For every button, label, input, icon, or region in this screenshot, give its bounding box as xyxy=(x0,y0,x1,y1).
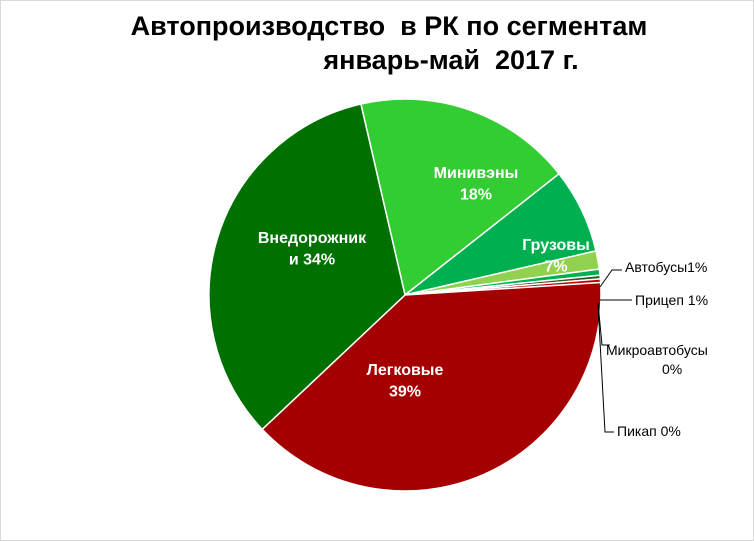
pie-slice-1 xyxy=(360,98,561,297)
slice-label-3: Автобусы1% xyxy=(625,259,707,275)
slice-label-4: Прицеп 1% xyxy=(635,292,708,308)
chart-title-line-2: январь-май 2017 г. xyxy=(323,45,579,75)
leader-line-6 xyxy=(597,304,614,433)
leader-line-3 xyxy=(599,269,622,288)
slice-label-6: Пикап 0% xyxy=(617,423,681,439)
chart-title-line-1: Автопроизводство в РК по сегментам xyxy=(130,11,648,41)
slice-label-8: Внедорожник и 34% xyxy=(258,230,367,269)
leader-line-5 xyxy=(597,302,610,346)
slice-label-5: Микроавтобусы 0% xyxy=(606,342,708,377)
slice-label-2: Грузовы 7% xyxy=(522,237,590,276)
pie-slice-7 xyxy=(261,281,602,492)
pie-slice-8 xyxy=(208,103,406,431)
slice-label-7: Легковые 39% xyxy=(367,362,444,401)
slice-label-1: Минивэны 18% xyxy=(434,165,519,204)
